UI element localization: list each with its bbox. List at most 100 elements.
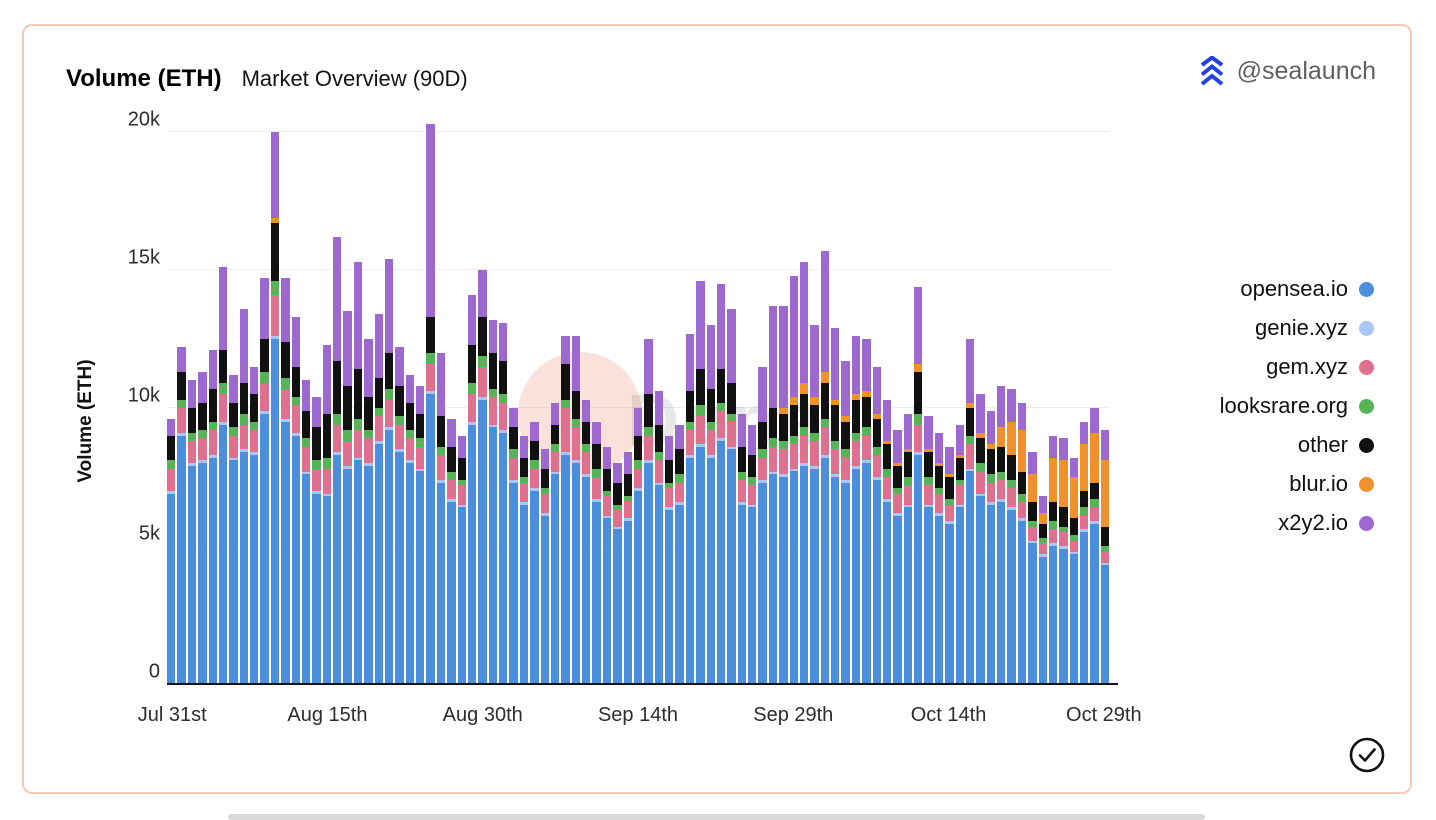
bar[interactable] [779,305,788,684]
bar[interactable] [250,366,259,684]
bar[interactable] [799,261,809,684]
bar[interactable] [1017,402,1027,684]
bar[interactable] [571,336,580,684]
bar[interactable] [665,435,674,684]
bar[interactable] [177,347,186,684]
bar[interactable] [685,333,695,684]
bar[interactable] [1038,496,1047,684]
bar[interactable] [499,322,508,684]
bar[interactable] [457,435,466,684]
bar[interactable] [467,294,477,684]
bar[interactable] [1080,421,1089,684]
bar[interactable] [519,435,529,684]
bar[interactable] [893,430,902,684]
bar[interactable] [395,347,404,684]
bar[interactable] [633,408,643,684]
bar[interactable] [270,132,280,684]
bar[interactable] [924,416,933,684]
bar[interactable] [997,385,1006,684]
bar[interactable] [530,421,539,684]
bar[interactable] [436,352,446,684]
bar[interactable] [333,236,342,684]
bar[interactable] [882,399,892,684]
bar[interactable] [654,391,663,684]
bar[interactable] [540,449,549,684]
legend-item-gem-xyz[interactable]: gem.xyz [1266,354,1374,380]
bar[interactable] [945,446,954,684]
bar[interactable] [737,413,746,684]
bar[interactable] [644,339,653,684]
bar[interactable] [955,424,964,684]
bar[interactable] [592,421,601,684]
bar[interactable] [229,374,238,684]
bar[interactable] [727,308,736,684]
bar[interactable] [976,394,985,684]
bar[interactable] [602,446,612,684]
bar[interactable] [862,339,871,684]
bar[interactable] [831,328,840,684]
bar[interactable] [696,281,705,684]
bar[interactable] [1059,438,1068,684]
bar[interactable] [239,308,248,684]
brand-handle[interactable]: @sealaunch [1236,56,1376,85]
bar[interactable] [789,275,798,684]
bar[interactable] [384,259,394,684]
brand[interactable]: @sealaunch [1197,56,1376,86]
bar[interactable] [416,385,425,684]
bar[interactable] [301,380,311,684]
bar[interactable] [1069,457,1078,684]
bar[interactable] [1090,408,1099,684]
bar[interactable] [447,419,456,684]
confirm-check-button[interactable] [1348,736,1386,774]
legend-item-other[interactable]: other [1298,432,1374,458]
bar[interactable] [198,372,207,684]
legend-item-x2y2-io[interactable]: x2y2.io [1278,510,1374,536]
bar[interactable] [488,319,497,684]
legend-item-looksrare-org[interactable]: looksrare.org [1220,393,1374,419]
bottom-scrollbar[interactable] [228,814,1205,820]
bar[interactable] [343,311,352,684]
bar[interactable] [509,408,518,684]
bar[interactable] [706,325,715,684]
bar[interactable] [872,366,881,684]
bar[interactable] [167,419,176,684]
bar[interactable] [322,344,331,684]
bar[interactable] [426,123,435,684]
bar[interactable] [758,366,767,684]
bar[interactable] [550,402,560,684]
bar[interactable] [364,339,373,684]
bar[interactable] [675,424,684,684]
bar[interactable] [218,267,228,684]
bar[interactable] [748,424,757,684]
bar[interactable] [281,278,290,684]
bar[interactable] [810,325,819,684]
bar[interactable] [820,250,829,684]
bar[interactable] [623,452,632,684]
bar[interactable] [353,261,363,684]
bar[interactable] [914,286,923,684]
bar[interactable] [965,339,975,684]
bar[interactable] [1028,452,1037,684]
bar[interactable] [1100,430,1110,684]
bar[interactable] [374,314,383,684]
bar[interactable] [561,336,570,684]
bar[interactable] [405,374,414,684]
bar[interactable] [1048,435,1058,684]
bar[interactable] [613,463,622,684]
legend-item-opensea-io[interactable]: opensea.io [1240,276,1374,302]
bar[interactable] [768,305,778,684]
bar[interactable] [582,399,591,684]
bar[interactable] [478,270,487,684]
bar[interactable] [260,278,269,684]
bar[interactable] [934,432,944,684]
bar[interactable] [851,336,861,684]
bar[interactable] [716,283,726,684]
legend-item-genie-xyz[interactable]: genie.xyz [1255,315,1374,341]
bar[interactable] [1007,388,1016,684]
bar[interactable] [903,413,912,684]
bar[interactable] [208,350,217,684]
bar[interactable] [841,361,850,684]
legend-item-blur-io[interactable]: blur.io [1289,471,1374,497]
bar[interactable] [291,316,300,684]
bar[interactable] [187,380,197,684]
